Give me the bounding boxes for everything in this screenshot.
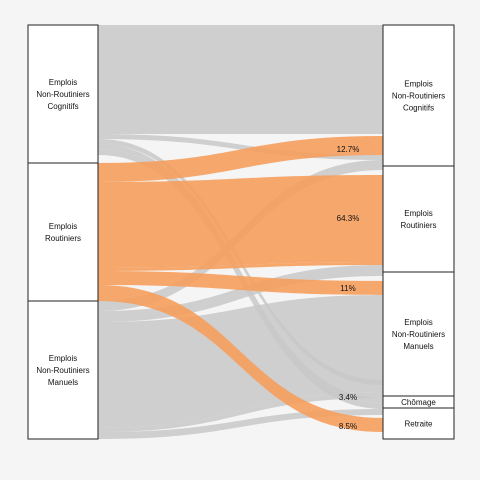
- node-right-r: Emplois Routiniers: [382, 165, 455, 273]
- node-label-right-nrm-line2: Manuels: [403, 342, 433, 351]
- node-right-nrm: Emplois Non-Routiniers Manuels: [382, 271, 455, 397]
- node-label-right-nrc-line0: Emplois: [404, 80, 432, 89]
- node-label-right-nrc-line1: Non-Routiniers: [392, 92, 445, 101]
- flows-layer: [98, 25, 383, 439]
- node-label-right-retraite-line0: Retraite: [404, 420, 433, 429]
- node-box-right-retraite: [382, 407, 455, 440]
- node-label-left-r-line1: Routiniers: [45, 234, 81, 243]
- node-box-right-nrm: [382, 271, 455, 397]
- flow-nrc-to-nrc: [98, 25, 383, 134]
- flow-r-to-nrc: [98, 136, 383, 182]
- node-label-right-r-line0: Emplois: [404, 209, 432, 218]
- percent-labels-layer: 12.7% 64.3% 11% 3.4% 8.5%: [337, 145, 360, 431]
- pct-label-nrc: 12.7%: [337, 145, 360, 154]
- node-box-right-r: [382, 165, 455, 273]
- node-label-right-nrc-line2: Cognitifs: [403, 104, 434, 113]
- node-left-nrm: Emplois Non-Routiniers Manuels: [27, 300, 99, 440]
- node-label-left-nrc-line0: Emplois: [49, 78, 77, 87]
- flow-nrc-to-chomage: [98, 144, 383, 403]
- pct-label-nrm: 11%: [340, 284, 355, 293]
- pct-label-r: 64.3%: [337, 214, 360, 223]
- node-label-left-r-line0: Emplois: [49, 222, 77, 231]
- node-label-left-nrm-line0: Emplois: [49, 354, 77, 363]
- node-box-left-r: [27, 162, 99, 302]
- flow-nrm-to-chomage: [98, 392, 383, 432]
- node-left-r: Emplois Routiniers: [27, 162, 99, 302]
- node-label-left-nrc-line2: Cognitifs: [47, 102, 78, 111]
- node-left-nrc: Emplois Non-Routiniers Cognitifs: [27, 24, 99, 164]
- node-box-left-nrm: [27, 300, 99, 440]
- flow-r-to-retraite: [98, 285, 383, 432]
- node-right-chomage: Chômage: [382, 395, 455, 409]
- nodes-layer: Emplois Non-Routiniers Cognitifs Emplois Rou…: [27, 24, 455, 440]
- node-label-left-nrc-line1: Non-Routiniers: [36, 90, 89, 99]
- flow-r-to-chomage: [98, 271, 383, 295]
- flow-r-to-nrm: [98, 262, 383, 271]
- node-box-right-nrc: [382, 24, 455, 167]
- node-label-right-r-line1: Routiniers: [400, 221, 436, 230]
- node-right-nrc: Emplois Non-Routiniers Cognitifs: [382, 24, 455, 167]
- pct-label-retraite: 8.5%: [339, 422, 357, 431]
- node-label-left-nrm-line2: Manuels: [48, 378, 78, 387]
- node-label-left-nrm-line1: Non-Routiniers: [36, 366, 89, 375]
- node-label-right-chomage-line0: Chômage: [401, 398, 436, 407]
- flow-r-to-r: [98, 175, 383, 268]
- pct-label-chomage: 3.4%: [339, 393, 357, 402]
- node-label-right-nrm-line1: Non-Routiniers: [392, 330, 445, 339]
- node-box-left-nrc: [27, 24, 99, 164]
- node-right-retraite: Retraite: [382, 407, 455, 440]
- node-label-right-nrm-line0: Emplois: [404, 318, 432, 327]
